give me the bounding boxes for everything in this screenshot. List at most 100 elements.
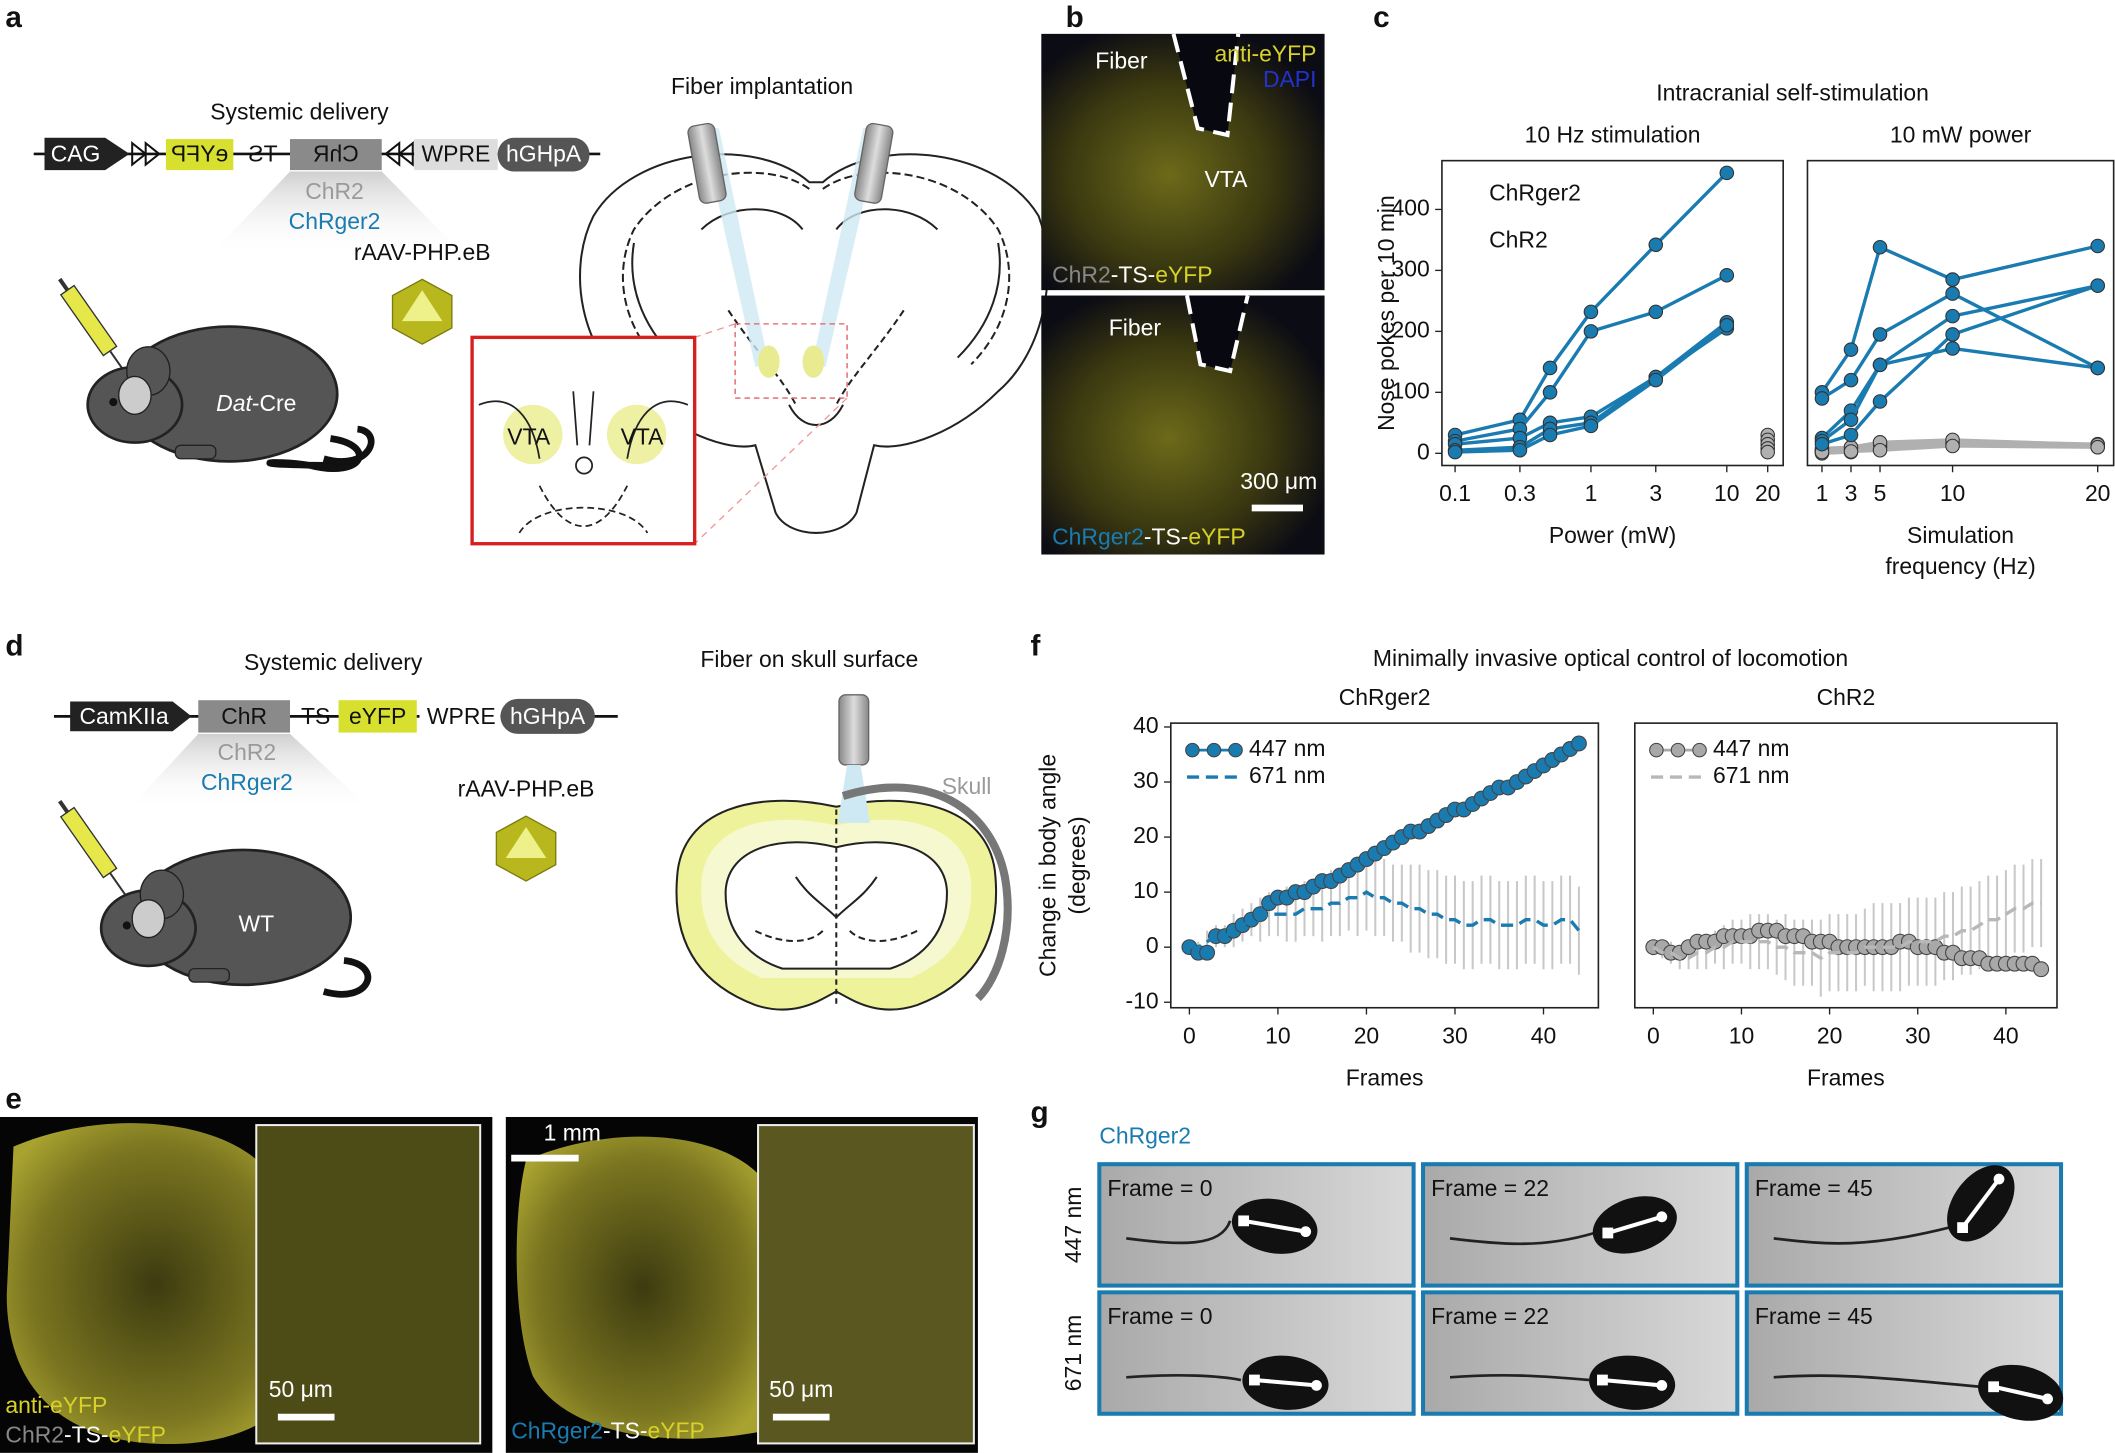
data-point <box>1872 327 1888 342</box>
angle-tip <box>1311 1380 1322 1391</box>
angle-base <box>1249 1374 1260 1386</box>
chart-title: ChRger2 <box>1339 684 1431 710</box>
wpre-box <box>419 700 501 733</box>
data-point <box>2090 439 2105 455</box>
vector-label: rAAV-PHP.eB <box>458 776 595 802</box>
angle-line <box>1602 1378 1662 1388</box>
x-tick-label: 30 <box>1905 1022 1931 1048</box>
video-frame <box>1421 1162 1740 1288</box>
legend-swatch <box>1670 742 1686 758</box>
wpre-label: WPRE <box>427 703 496 729</box>
angle-line <box>1243 1218 1307 1234</box>
panel-e: e anti-eYFP ChR2-TS-eYFP 50 μm 1 mm ChRg… <box>0 1083 978 1453</box>
promoter-label: CAG <box>51 140 101 166</box>
y-tick-label: 10 <box>1133 877 1159 903</box>
stain-label: anti-eYFP <box>5 1392 107 1418</box>
data-point <box>1542 427 1558 443</box>
caption-part: -TS- <box>64 1422 109 1448</box>
data-point <box>1945 438 1960 454</box>
frame-label: Frame = 0 <box>1107 1175 1212 1201</box>
y-tick-label: 400 <box>1392 194 1430 220</box>
mouse-label: WT <box>238 911 274 937</box>
caption-part: -TS- <box>603 1418 648 1444</box>
scale-bar <box>772 1413 830 1421</box>
scale-label: 50 μm <box>769 1376 833 1402</box>
zoom-box <box>734 323 848 399</box>
legend-label: 671 nm <box>1713 762 1789 788</box>
data-point <box>1570 735 1587 752</box>
micrograph <box>1041 295 1325 555</box>
chr-box <box>290 139 382 171</box>
legend-swatch <box>1692 742 1707 758</box>
data-point <box>1945 327 1960 342</box>
angle-tip <box>1656 1380 1668 1391</box>
caption-part: -TS- <box>1144 523 1189 549</box>
fiber <box>854 122 894 204</box>
legend-swatch <box>1649 742 1664 758</box>
data-point <box>2090 278 2105 293</box>
chart-title: 10 Hz stimulation <box>1525 121 1701 147</box>
frame-label: Frame = 0 <box>1107 1303 1212 1329</box>
x-tick-label: 30 <box>1442 1022 1468 1048</box>
angle-base <box>1602 1227 1614 1239</box>
slice <box>6 1123 304 1445</box>
caption-part: -TS- <box>1111 262 1156 288</box>
data-point <box>1542 385 1558 400</box>
data-point <box>1814 391 1830 406</box>
polya-label: hGHpA <box>510 703 586 729</box>
angle-tip <box>1656 1211 1668 1223</box>
x-tick-label: 20 <box>1817 1022 1842 1048</box>
frame-label: Frame = 45 <box>1755 1175 1873 1201</box>
chr-box <box>198 700 291 733</box>
x-tick-label: 10 <box>1729 1022 1754 1048</box>
angle-base <box>1957 1222 1968 1233</box>
y-tick-label: 20 <box>1133 822 1159 848</box>
caption-part: ChR2 <box>5 1422 64 1448</box>
fiber <box>838 694 870 766</box>
data-point <box>2090 360 2105 376</box>
region-label: VTA <box>507 424 551 450</box>
promoter <box>44 137 130 171</box>
x-tick-label: 0 <box>1183 1022 1196 1048</box>
region-label: VTA <box>1205 166 1249 192</box>
data-line <box>1454 273 1728 443</box>
implant-label: Fiber implantation <box>671 73 853 99</box>
frame-label: Frame = 22 <box>1431 1175 1549 1201</box>
y-tick-label: 100 <box>1392 377 1430 403</box>
scale-bar <box>277 1413 335 1421</box>
angle-base <box>1597 1374 1608 1386</box>
data-point <box>1199 944 1216 961</box>
data-point <box>1945 341 1960 356</box>
variant: ChRger2 <box>289 208 381 234</box>
plot-frame <box>1633 722 2058 1009</box>
zoom-line <box>694 397 848 545</box>
angle-base <box>1238 1215 1250 1227</box>
panel-label: b <box>1066 1 1084 34</box>
panel-label: c <box>1373 1 1390 34</box>
x-axis-label: Frames <box>1807 1064 1885 1090</box>
lox <box>397 141 414 167</box>
data-point <box>1872 239 1888 255</box>
capsid <box>495 815 557 882</box>
caption: ChRger2-TS-eYFP <box>511 1418 705 1444</box>
promoter-label: CamKIIa <box>80 703 169 729</box>
ts-label: TS <box>301 703 330 729</box>
x-tick-label: 1 <box>1816 480 1829 506</box>
y-tick-label: 0 <box>1417 438 1430 464</box>
fiber-track <box>1171 33 1241 138</box>
frame-label: Frame = 22 <box>1431 1303 1549 1329</box>
fiber-label: Fiber <box>1095 47 1148 73</box>
panel-title: ChRger2 <box>1099 1122 1191 1148</box>
legend-label: ChRger2 <box>1489 179 1581 205</box>
y-tick-label: 40 <box>1133 712 1159 738</box>
eyfp-label: eYFP <box>171 140 228 166</box>
capsid <box>391 278 453 345</box>
syringe <box>58 799 131 902</box>
mouse-label: Dat-Cre <box>216 390 296 416</box>
frame-label: Frame = 45 <box>1755 1303 1873 1329</box>
x-tick-label: 10 <box>1940 480 1965 506</box>
eyfp-label: eYFP <box>349 703 406 729</box>
x-tick-label: 20 <box>1354 1022 1380 1048</box>
caption: ChR2-TS-eYFP <box>5 1422 166 1448</box>
data-point <box>1945 286 1960 301</box>
